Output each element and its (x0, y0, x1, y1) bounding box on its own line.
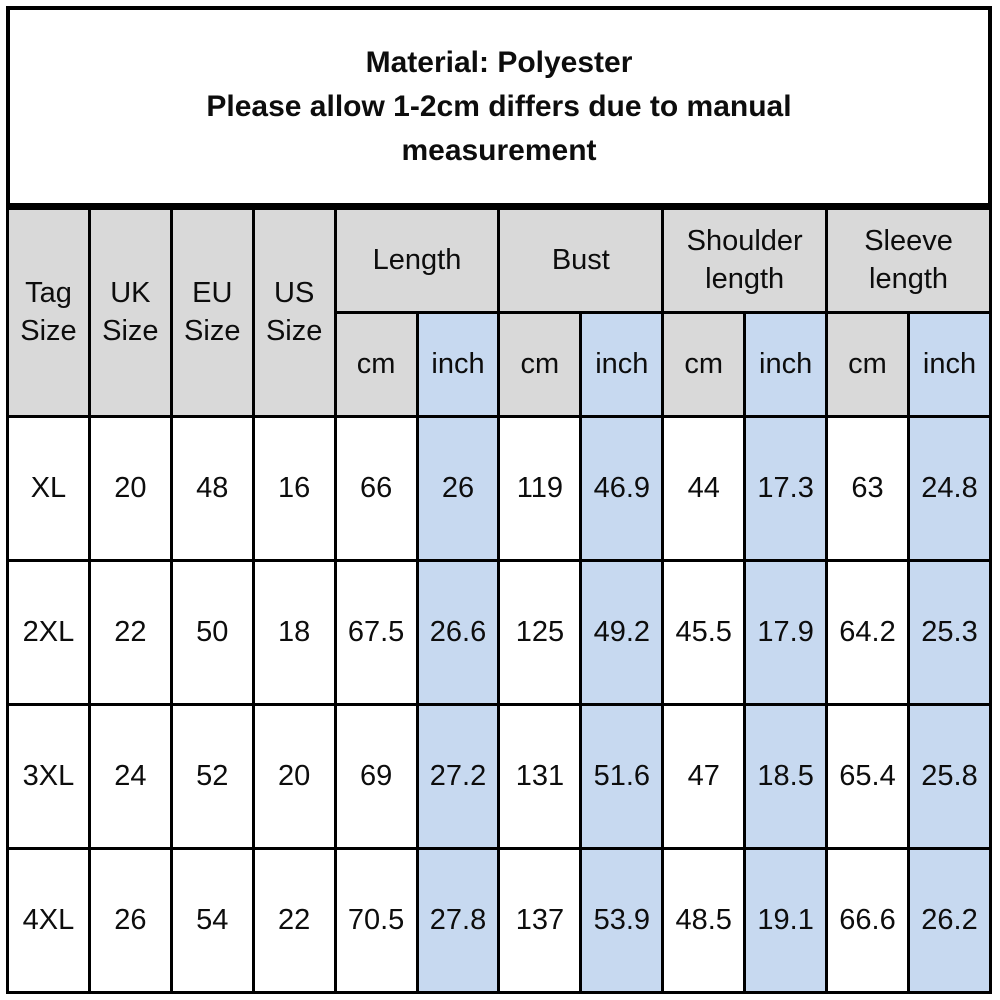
cell-shoulder-inch: 18.5 (743, 703, 829, 850)
cell-bust-inch: 49.2 (579, 559, 665, 706)
unit-header-sleeve-cm: cm (825, 311, 910, 418)
col-group-bust: Bust (497, 207, 665, 314)
cell-length-inch: 26.6 (415, 559, 501, 706)
col-header-eu-size: EU Size (169, 207, 255, 418)
cell-shoulder-cm: 45.5 (661, 559, 747, 706)
header-group-row: Tag Size UK Size EU Size US Size Length … (6, 207, 992, 418)
cell-uk-size: 26 (87, 847, 173, 994)
unit-header-length-inch: inch (415, 311, 501, 418)
cell-shoulder-inch: 19.1 (743, 847, 829, 994)
col-group-length: Length (333, 207, 501, 314)
notice-material-line: Material: Polyester (365, 45, 633, 79)
cell-length-cm: 69 (333, 703, 419, 850)
cell-shoulder-cm: 44 (661, 415, 747, 562)
cell-sleeve-inch: 26.2 (906, 847, 993, 994)
header-unit-row: cm inch cm inch cm inch cm inch (8, 311, 993, 418)
cell-sleeve-cm: 66.6 (825, 847, 910, 994)
cell-length-inch: 27.8 (415, 847, 501, 994)
cell-shoulder-inch: 17.9 (743, 559, 829, 706)
col-group-shoulder-length: Shoulder length (661, 207, 829, 314)
cell-length-inch: 27.2 (415, 703, 501, 850)
table-row-xl: XL 20 48 16 66 26 119 46.9 44 17.3 63 24… (6, 415, 993, 562)
notice-box: Material: Polyester Please allow 1-2cm d… (6, 6, 992, 207)
unit-header-sleeve-inch: inch (906, 311, 993, 418)
cell-sleeve-cm: 63 (825, 415, 910, 562)
cell-tag-size: 3XL (6, 703, 91, 850)
table-row-4xl: 4XL 26 54 22 70.5 27.8 137 53.9 48.5 19.… (6, 847, 993, 994)
col-header-us-size: US Size (251, 207, 337, 418)
cell-tag-size: 2XL (6, 559, 91, 706)
unit-header-bust-inch: inch (579, 311, 665, 418)
table-row-3xl: 3XL 24 52 20 69 27.2 131 51.6 47 18.5 65… (6, 703, 993, 850)
unit-header-bust-cm: cm (497, 311, 583, 418)
notice-text: Material: Polyester Please allow 1-2cm d… (149, 41, 849, 173)
cell-length-inch: 26 (415, 415, 501, 562)
unit-header-shoulder-cm: cm (661, 311, 747, 418)
cell-tag-size: XL (6, 415, 91, 562)
col-header-tag-size: Tag Size (6, 207, 91, 418)
unit-header-length-cm: cm (333, 311, 419, 418)
cell-eu-size: 50 (169, 559, 255, 706)
notice-disclaimer-line: Please allow 1-2cm differs due to manual… (206, 89, 792, 167)
cell-bust-inch: 46.9 (579, 415, 665, 562)
cell-shoulder-cm: 48.5 (661, 847, 747, 994)
cell-sleeve-inch: 24.8 (906, 415, 993, 562)
cell-eu-size: 54 (169, 847, 255, 994)
cell-bust-inch: 53.9 (579, 847, 665, 994)
cell-sleeve-inch: 25.8 (906, 703, 993, 850)
table-row-2xl: 2XL 22 50 18 67.5 26.6 125 49.2 45.5 17.… (6, 559, 993, 706)
cell-us-size: 16 (251, 415, 337, 562)
col-group-sleeve-length: Sleeve length (825, 207, 992, 314)
cell-uk-size: 22 (87, 559, 173, 706)
unit-header-shoulder-inch: inch (743, 311, 829, 418)
cell-us-size: 20 (251, 703, 337, 850)
cell-bust-inch: 51.6 (579, 703, 665, 850)
cell-sleeve-cm: 64.2 (825, 559, 910, 706)
cell-uk-size: 20 (87, 415, 173, 562)
cell-sleeve-cm: 65.4 (825, 703, 910, 850)
size-chart-table: Tag Size UK Size EU Size US Size Length … (6, 207, 993, 994)
cell-shoulder-inch: 17.3 (743, 415, 829, 562)
cell-bust-cm: 137 (497, 847, 583, 994)
cell-length-cm: 70.5 (333, 847, 419, 994)
cell-bust-cm: 119 (497, 415, 583, 562)
cell-tag-size: 4XL (6, 847, 91, 994)
cell-eu-size: 48 (169, 415, 255, 562)
cell-us-size: 22 (251, 847, 337, 994)
cell-length-cm: 67.5 (333, 559, 419, 706)
col-header-uk-size: UK Size (87, 207, 173, 418)
cell-shoulder-cm: 47 (661, 703, 747, 850)
cell-bust-cm: 131 (497, 703, 583, 850)
cell-eu-size: 52 (169, 703, 255, 850)
cell-sleeve-inch: 25.3 (906, 559, 993, 706)
cell-uk-size: 24 (87, 703, 173, 850)
cell-length-cm: 66 (333, 415, 419, 562)
cell-us-size: 18 (251, 559, 337, 706)
cell-bust-cm: 125 (497, 559, 583, 706)
